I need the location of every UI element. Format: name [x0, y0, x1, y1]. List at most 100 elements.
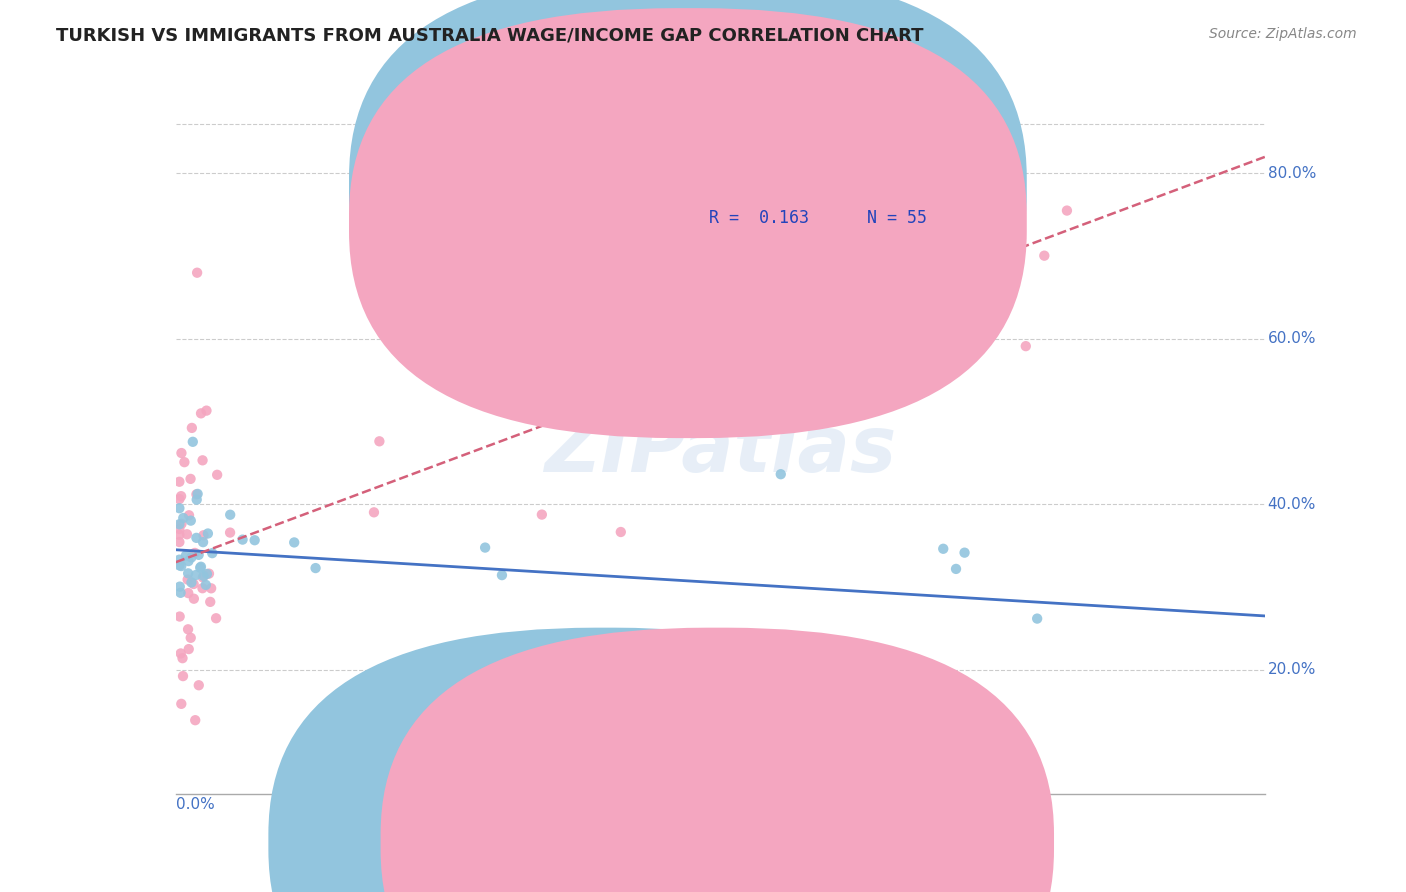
FancyBboxPatch shape	[269, 628, 942, 892]
Point	[177, 554, 200, 568]
Point	[183, 591, 205, 606]
FancyBboxPatch shape	[349, 0, 1026, 401]
Point	[1015, 339, 1038, 353]
Text: TURKISH VS IMMIGRANTS FROM AUSTRALIA WAGE/INCOME GAP CORRELATION CHART: TURKISH VS IMMIGRANTS FROM AUSTRALIA WAG…	[56, 27, 924, 45]
Point	[953, 546, 976, 560]
Point	[191, 535, 214, 549]
Point	[474, 541, 496, 555]
Point	[201, 546, 224, 560]
Point	[169, 475, 191, 489]
Point	[170, 697, 193, 711]
Point	[180, 550, 202, 565]
Point	[193, 569, 215, 583]
Point	[193, 528, 215, 542]
Point	[804, 381, 827, 395]
Point	[1056, 203, 1078, 218]
Point	[675, 638, 697, 652]
FancyBboxPatch shape	[652, 148, 1011, 261]
Point	[191, 570, 214, 584]
Point	[243, 533, 266, 548]
Point	[172, 669, 194, 683]
Point	[190, 559, 212, 574]
Point	[177, 586, 200, 600]
Point	[219, 525, 242, 540]
Point	[198, 566, 221, 581]
Point	[169, 609, 191, 624]
Point	[1033, 249, 1056, 263]
Point	[169, 552, 191, 566]
Point	[200, 595, 222, 609]
Point	[363, 505, 385, 519]
Point	[186, 492, 208, 507]
Point	[186, 531, 208, 545]
Text: N = 55: N = 55	[866, 209, 927, 227]
Point	[176, 573, 198, 587]
Point	[186, 266, 208, 280]
Point	[173, 455, 195, 469]
Text: Immigrants from Australia: Immigrants from Australia	[734, 834, 934, 849]
Text: R =  0.163: R = 0.163	[709, 209, 808, 227]
Text: ZIPatlas: ZIPatlas	[544, 412, 897, 489]
Text: R = -0.130: R = -0.130	[709, 172, 808, 190]
Point	[170, 516, 193, 531]
Point	[172, 651, 194, 665]
Point	[169, 558, 191, 573]
Point	[200, 582, 222, 596]
Point	[820, 374, 842, 388]
Point	[624, 401, 647, 416]
Point	[697, 644, 720, 658]
Point	[169, 535, 191, 549]
Point	[174, 549, 197, 563]
Point	[191, 581, 214, 595]
Point	[283, 535, 305, 549]
Point	[195, 566, 218, 581]
Point	[191, 453, 214, 467]
Point	[205, 467, 228, 482]
Point	[1007, 150, 1029, 164]
Point	[219, 508, 242, 522]
Point	[169, 501, 191, 516]
Point	[186, 487, 208, 501]
Point	[197, 526, 219, 541]
Point	[177, 508, 200, 523]
Point	[180, 421, 202, 435]
Point	[169, 580, 191, 594]
Point	[304, 561, 326, 575]
Text: 40.0%: 40.0%	[1268, 497, 1316, 512]
Point	[170, 647, 193, 661]
Point	[468, 305, 491, 319]
FancyBboxPatch shape	[381, 628, 1054, 892]
Point	[945, 562, 967, 576]
Text: N = 42: N = 42	[866, 172, 927, 190]
Point	[169, 522, 191, 536]
Point	[177, 642, 200, 657]
Point	[169, 492, 191, 507]
Point	[769, 467, 792, 482]
Point	[187, 548, 209, 562]
Point	[169, 527, 191, 541]
Point	[169, 517, 191, 532]
Point	[176, 527, 198, 541]
Point	[180, 575, 202, 590]
Point	[187, 678, 209, 692]
Point	[181, 434, 204, 449]
Point	[960, 309, 983, 323]
Point	[180, 631, 202, 645]
Point	[368, 434, 391, 449]
Point	[184, 568, 207, 582]
Point	[170, 489, 193, 503]
Point	[610, 524, 633, 539]
Point	[183, 577, 205, 591]
Text: Source: ZipAtlas.com: Source: ZipAtlas.com	[1209, 27, 1357, 41]
Point	[190, 406, 212, 420]
Text: 0.0%: 0.0%	[176, 797, 215, 813]
Point	[232, 533, 254, 547]
Point	[177, 566, 200, 581]
Point	[530, 508, 553, 522]
Text: 80.0%: 80.0%	[1268, 166, 1316, 181]
Point	[195, 403, 218, 417]
Point	[169, 586, 191, 600]
Point	[177, 622, 200, 636]
Point	[491, 568, 513, 582]
Point	[188, 560, 211, 574]
